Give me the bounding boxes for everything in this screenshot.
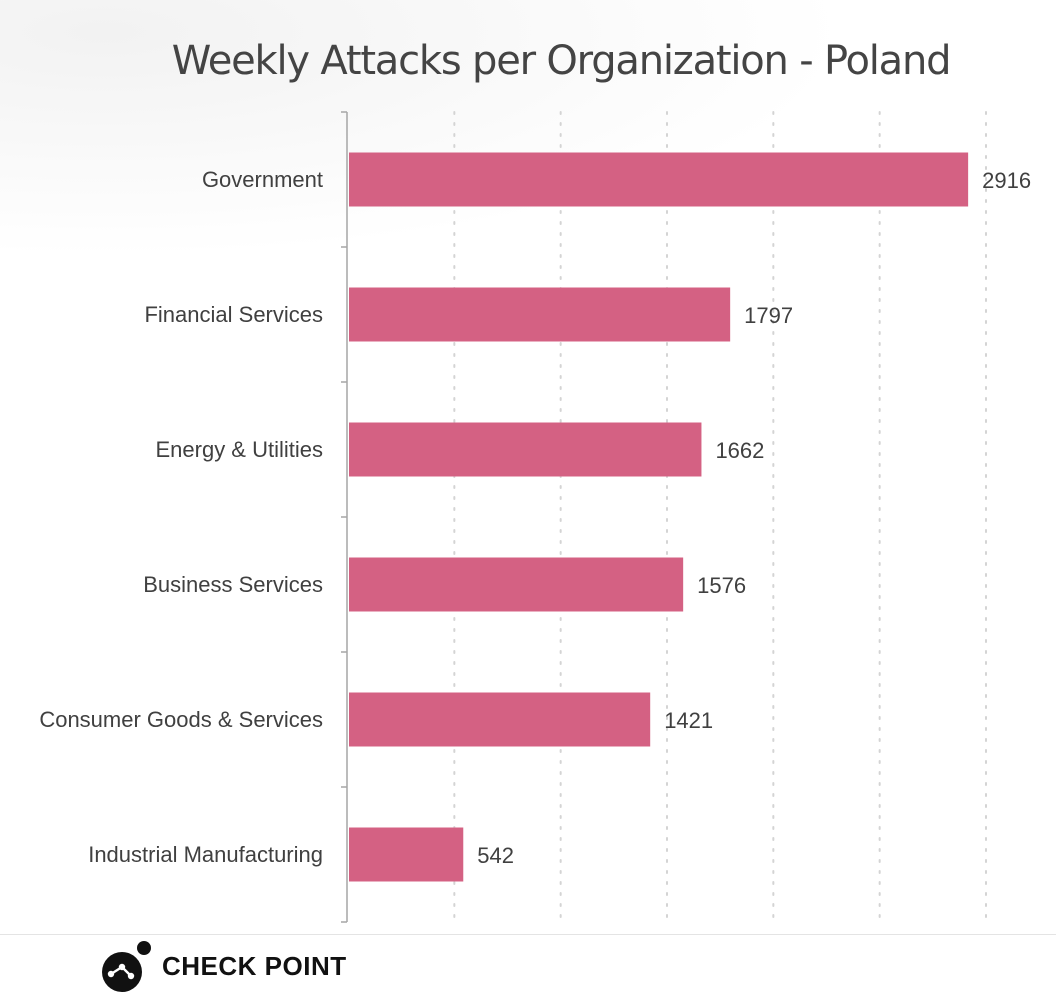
- chart-title: Weekly Attacks per Organization - Poland: [171, 38, 952, 84]
- bar: [349, 287, 731, 342]
- brand-name: CHECK POINT: [162, 950, 347, 981]
- bar: [349, 827, 464, 882]
- data-label: 2916: [982, 168, 1031, 193]
- bar: [349, 152, 969, 207]
- checkpoint-logo-icon: [102, 941, 151, 992]
- data-label: 1576: [697, 573, 746, 598]
- category-label: Energy & Utilities: [155, 437, 323, 462]
- bar: [349, 422, 702, 477]
- category-label: Business Services: [143, 572, 323, 597]
- data-label: 1797: [744, 303, 793, 328]
- category-label: Government: [202, 167, 323, 192]
- category-label: Consumer Goods & Services: [39, 707, 323, 732]
- footer-divider: [0, 934, 1056, 935]
- bar: [349, 557, 684, 612]
- category-label: Industrial Manufacturing: [88, 842, 323, 867]
- bar: [349, 692, 651, 747]
- bar-chart: Government 2916 Financial Services 1797 Ener…: [39, 111, 1031, 923]
- category-label: Financial Services: [144, 302, 323, 327]
- data-label: 542: [477, 843, 514, 868]
- checkpoint-logo: CHECK POINT: [100, 936, 347, 996]
- data-label: 1421: [664, 708, 713, 733]
- data-label: 1662: [715, 438, 764, 463]
